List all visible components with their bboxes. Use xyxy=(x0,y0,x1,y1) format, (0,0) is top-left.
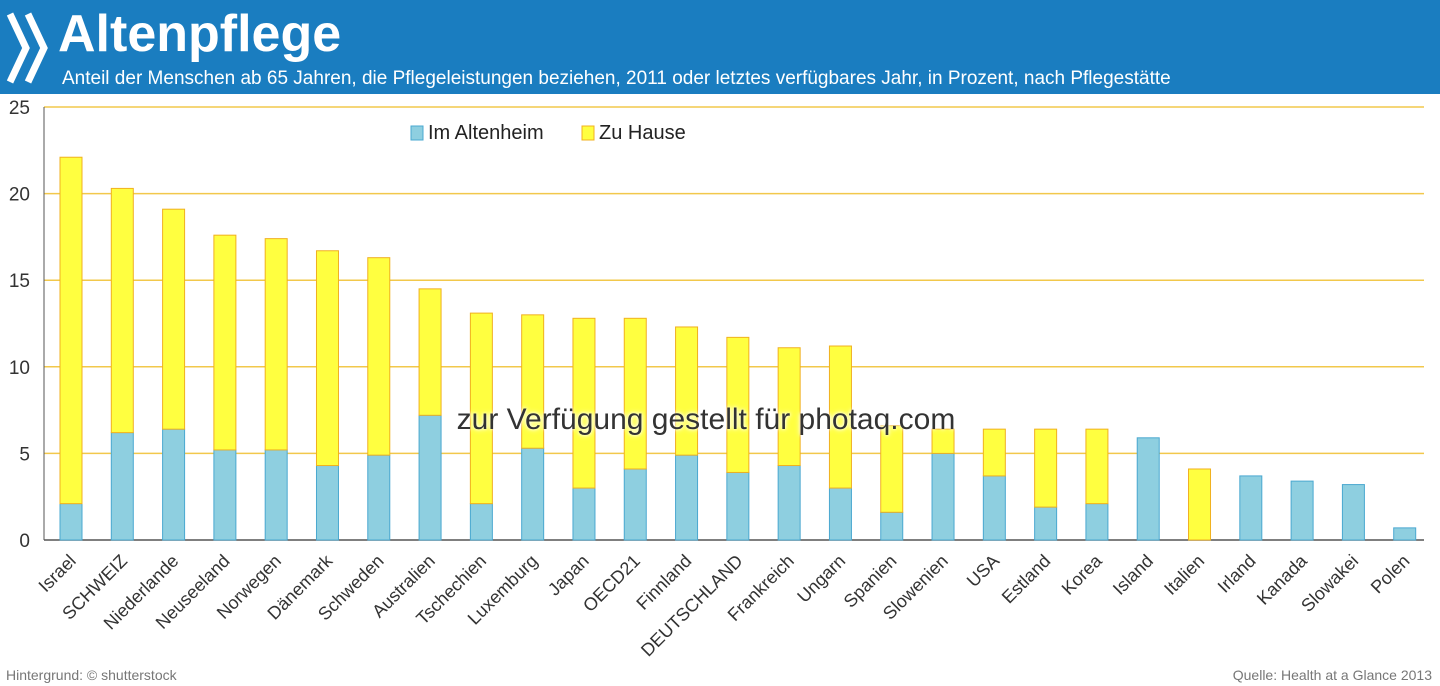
bar-zu-hause xyxy=(162,208,186,430)
bar-im-altenheim xyxy=(675,454,699,541)
bar-zu-hause xyxy=(675,326,699,456)
bar-im-altenheim xyxy=(726,471,750,541)
bar-zu-hause xyxy=(623,317,647,470)
bar-zu-hause xyxy=(521,314,545,449)
bar-im-altenheim xyxy=(59,503,83,541)
source-note: Quelle: Health at a Glance 2013 xyxy=(1232,667,1432,683)
x-tick-label: Korea xyxy=(1058,550,1107,599)
bar-im-altenheim xyxy=(623,468,647,541)
bar-zu-hause xyxy=(982,428,1006,477)
bar-im-altenheim xyxy=(1085,503,1109,541)
bar-zu-hause xyxy=(726,336,750,473)
x-tick-label: Irland xyxy=(1214,551,1260,597)
y-tick-label: 10 xyxy=(9,358,30,379)
header-banner: Altenpflege Anteil der Menschen ab 65 Ja… xyxy=(0,0,1440,94)
bar-zu-hause xyxy=(880,425,904,513)
y-tick-label: 25 xyxy=(9,98,30,119)
bar-im-altenheim xyxy=(521,447,545,541)
y-tick-label: 5 xyxy=(19,444,30,465)
bar-im-altenheim xyxy=(1034,506,1058,541)
chart-title: Altenpflege xyxy=(58,5,342,63)
legend-swatch-im-altenheim xyxy=(410,125,424,141)
bar-im-altenheim xyxy=(1341,484,1365,541)
stacked-bar-chart: 0510152025IsraelSCHWEIZNiederlandeNeusee… xyxy=(9,98,1424,660)
bar-im-altenheim xyxy=(315,465,339,541)
bar-zu-hause xyxy=(777,347,801,467)
y-tick-label: 15 xyxy=(9,271,30,292)
x-tick-label: Israel xyxy=(35,551,80,596)
x-tick-label: OECD21 xyxy=(579,551,644,616)
bar-zu-hause xyxy=(418,288,442,416)
x-tick-label: USA xyxy=(963,551,1003,591)
double-chevron-right-icon xyxy=(6,12,48,84)
bar-zu-hause xyxy=(264,238,288,451)
bar-zu-hause xyxy=(828,345,852,489)
watermark-text: zur Verfügung gestellt für photaq.com xyxy=(456,403,956,436)
bar-zu-hause xyxy=(315,250,339,467)
bar-im-altenheim xyxy=(162,428,186,541)
bar-zu-hause xyxy=(1085,428,1109,505)
bar-zu-hause xyxy=(367,257,391,456)
bar-im-altenheim xyxy=(1239,475,1263,541)
bar-zu-hause xyxy=(1034,428,1058,508)
x-tick-label: Island xyxy=(1109,551,1157,599)
x-tick-label: Estland xyxy=(998,551,1055,608)
bar-im-altenheim xyxy=(572,487,596,541)
bar-im-altenheim xyxy=(264,449,288,541)
bar-zu-hause xyxy=(469,312,493,505)
bar-im-altenheim xyxy=(213,449,237,541)
image-credit: Hintergrund: © shutterstock xyxy=(6,667,177,683)
x-tick-label: Italien xyxy=(1160,551,1208,599)
bar-im-altenheim xyxy=(110,432,134,541)
y-tick-label: 20 xyxy=(9,185,30,206)
bar-zu-hause xyxy=(213,234,237,451)
legend-swatch-zu-hause xyxy=(581,125,595,141)
bar-im-altenheim xyxy=(469,503,493,541)
bar-im-altenheim xyxy=(880,511,904,541)
bar-im-altenheim xyxy=(828,487,852,541)
x-tick-label: Japan xyxy=(544,551,593,600)
y-tick-label: 0 xyxy=(19,531,30,552)
bar-im-altenheim xyxy=(1393,527,1417,541)
bar-zu-hause xyxy=(59,156,83,505)
bar-im-altenheim xyxy=(931,452,955,541)
bar-zu-hause xyxy=(1188,468,1212,541)
legend-label-zu-hause: Zu Hause xyxy=(599,122,686,144)
legend-label-im-altenheim: Im Altenheim xyxy=(428,122,544,144)
chart-subtitle: Anteil der Menschen ab 65 Jahren, die Pf… xyxy=(62,68,1171,89)
bar-im-altenheim xyxy=(1290,480,1314,541)
bar-zu-hause xyxy=(110,187,134,434)
bar-im-altenheim xyxy=(982,475,1006,541)
bar-zu-hause xyxy=(931,428,955,454)
bar-im-altenheim xyxy=(1136,437,1160,541)
bar-im-altenheim xyxy=(777,465,801,541)
x-tick-label: Slowakei xyxy=(1297,551,1362,616)
bar-zu-hause xyxy=(572,317,596,489)
bar-im-altenheim xyxy=(367,454,391,541)
x-tick-label: Polen xyxy=(1367,551,1414,598)
